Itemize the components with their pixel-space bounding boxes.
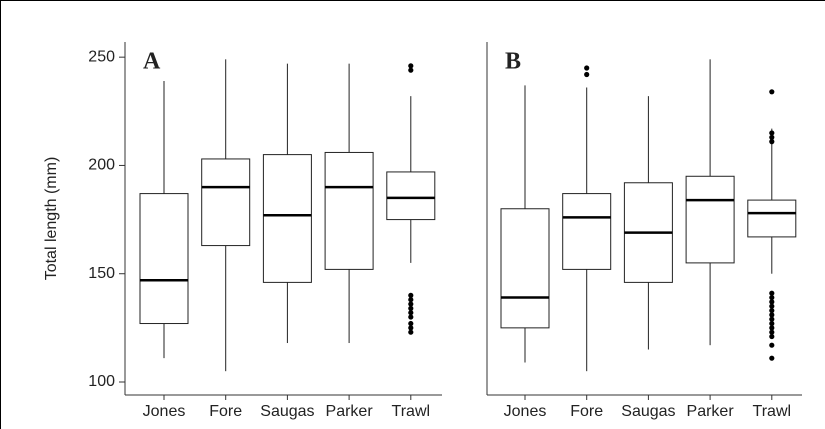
panel-label: B [505, 49, 521, 75]
outlier [769, 329, 775, 335]
outlier [769, 355, 775, 361]
outlier [584, 65, 590, 71]
outlier [408, 305, 414, 311]
x-tick-label: Saugas [260, 403, 314, 420]
box [262, 154, 312, 283]
outlier [769, 290, 775, 296]
outlier [408, 292, 414, 298]
x-tick-label: Jones [504, 403, 547, 420]
x-tick-label: Parker [326, 403, 374, 420]
outlier [769, 294, 775, 301]
outlier [769, 303, 775, 309]
outlier [408, 310, 414, 316]
y-tick-label: 250 [88, 48, 115, 65]
panel-label: A [143, 49, 161, 75]
x-tick-label: Trawl [392, 403, 431, 420]
box [201, 158, 251, 247]
box [562, 193, 612, 270]
outlier [769, 325, 775, 331]
outlier [769, 89, 775, 95]
box [500, 208, 550, 329]
outlier [769, 312, 775, 318]
y-tick-label: 150 [88, 265, 115, 282]
outlier [769, 316, 775, 322]
outlier [769, 139, 775, 145]
box [386, 171, 436, 221]
outlier [769, 299, 775, 305]
outlier [769, 307, 775, 314]
x-tick-label: Fore [570, 403, 603, 420]
outlier [769, 134, 775, 140]
outlier [408, 301, 414, 307]
x-tick-label: Saugas [621, 403, 675, 420]
outlier [408, 297, 414, 303]
y-axis-title: Total length (mm) [43, 157, 60, 281]
box [685, 175, 735, 264]
x-tick-label: Trawl [753, 403, 792, 420]
y-tick-label: 100 [88, 373, 115, 390]
outlier [408, 320, 414, 327]
x-tick-label: Parker [687, 403, 735, 420]
outlier [408, 329, 414, 335]
outlier [769, 342, 775, 348]
outlier [408, 325, 414, 331]
outlier [769, 320, 775, 327]
x-tick-label: Fore [209, 403, 242, 420]
outlier [408, 67, 414, 73]
y-tick-label: 200 [88, 157, 115, 174]
outlier [408, 63, 414, 69]
x-tick-label: Jones [143, 403, 186, 420]
box [747, 199, 797, 238]
outlier [769, 333, 775, 340]
outlier [769, 130, 775, 136]
outlier [584, 71, 590, 78]
box [324, 151, 374, 270]
outlier [408, 314, 414, 320]
box [139, 193, 189, 325]
